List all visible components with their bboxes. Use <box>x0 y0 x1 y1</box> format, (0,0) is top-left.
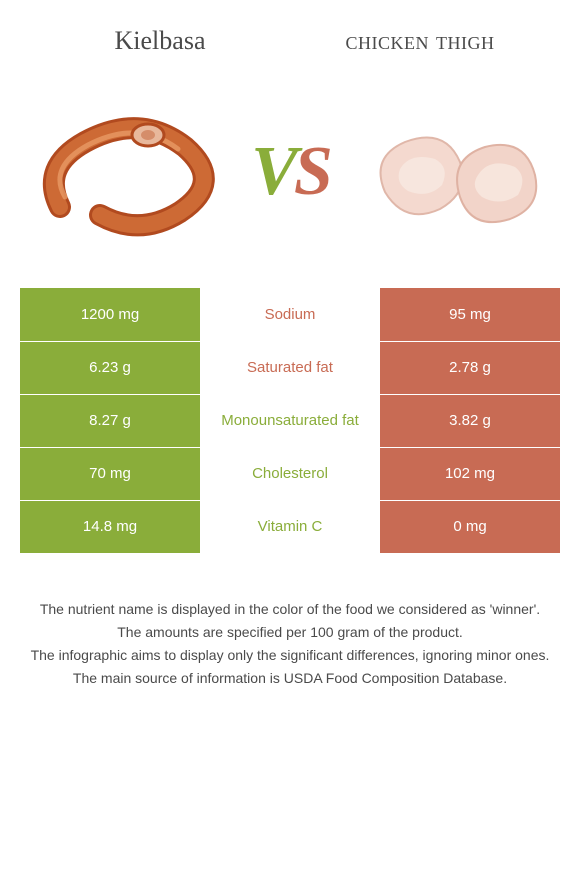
comparison-infographic: Kielbasa chicken thigh <box>0 0 580 874</box>
table-row: 14.8 mgVitamin C0 mg <box>20 500 560 553</box>
vs-label: VS <box>251 132 329 212</box>
nutrient-value-right: 2.78 g <box>380 342 560 394</box>
nutrient-label: Cholesterol <box>200 448 380 500</box>
food-left-title: Kielbasa <box>50 26 270 56</box>
nutrient-value-right: 3.82 g <box>380 395 560 447</box>
title-row: Kielbasa chicken thigh <box>20 26 560 56</box>
nutrient-value-left: 1200 mg <box>20 288 200 341</box>
vs-s: S <box>294 132 329 212</box>
footer-line-3: The infographic aims to display only the… <box>30 645 550 666</box>
nutrient-label: Vitamin C <box>200 501 380 553</box>
footer-line-1: The nutrient name is displayed in the co… <box>30 599 550 620</box>
nutrient-value-right: 0 mg <box>380 501 560 553</box>
hero-row: VS <box>20 92 560 252</box>
food-right-title: chicken thigh <box>310 26 530 56</box>
nutrient-label: Saturated fat <box>200 342 380 394</box>
footer-line-4: The main source of information is USDA F… <box>30 668 550 689</box>
nutrient-value-right: 95 mg <box>380 288 560 341</box>
nutrient-table: 1200 mgSodium95 mg6.23 gSaturated fat2.7… <box>20 288 560 553</box>
nutrient-label: Sodium <box>200 288 380 341</box>
table-row: 6.23 gSaturated fat2.78 g <box>20 341 560 394</box>
nutrient-value-right: 102 mg <box>380 448 560 500</box>
table-row: 8.27 gMonounsaturated fat3.82 g <box>20 394 560 447</box>
footer-notes: The nutrient name is displayed in the co… <box>20 599 560 691</box>
chicken-thigh-illustration <box>350 97 550 247</box>
table-row: 70 mgCholesterol102 mg <box>20 447 560 500</box>
footer-line-2: The amounts are specified per 100 gram o… <box>30 622 550 643</box>
nutrient-value-left: 6.23 g <box>20 342 200 394</box>
nutrient-value-left: 8.27 g <box>20 395 200 447</box>
nutrient-value-left: 14.8 mg <box>20 501 200 553</box>
nutrient-value-left: 70 mg <box>20 448 200 500</box>
table-row: 1200 mgSodium95 mg <box>20 288 560 341</box>
kielbasa-illustration <box>30 97 230 247</box>
nutrient-label: Monounsaturated fat <box>200 395 380 447</box>
vs-v: V <box>251 132 294 212</box>
